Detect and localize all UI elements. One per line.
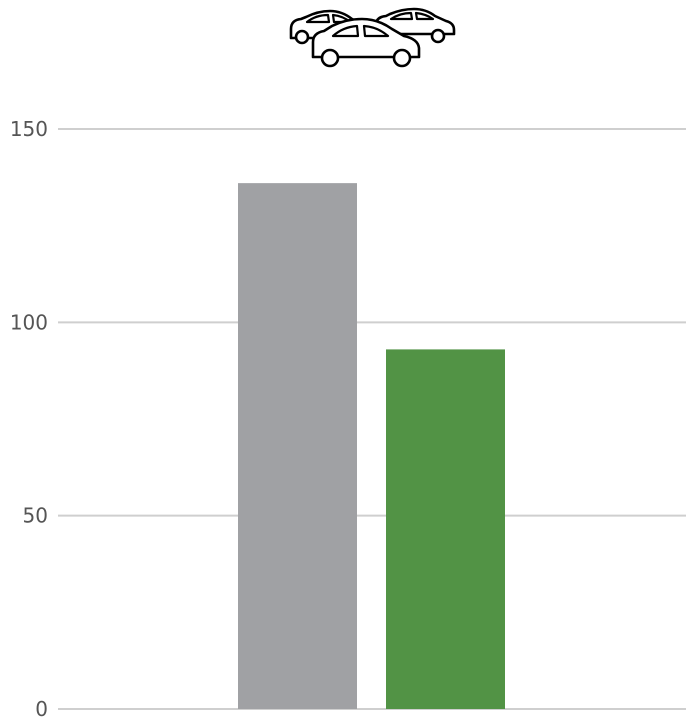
y-tick-label: 100 [10,310,48,334]
y-tick-label: 50 [23,504,48,528]
y-tick-label: 150 [10,117,48,141]
grid-lines [58,128,686,710]
car-front-icon [311,17,421,68]
bar [238,183,357,710]
car-back-right-icon [374,7,456,44]
bars [238,183,505,710]
cars-icon [289,7,456,68]
y-axis-tick-labels: 0 50 100 150 [10,117,48,717]
y-tick-label: 0 [35,697,48,717]
bar [386,349,505,709]
